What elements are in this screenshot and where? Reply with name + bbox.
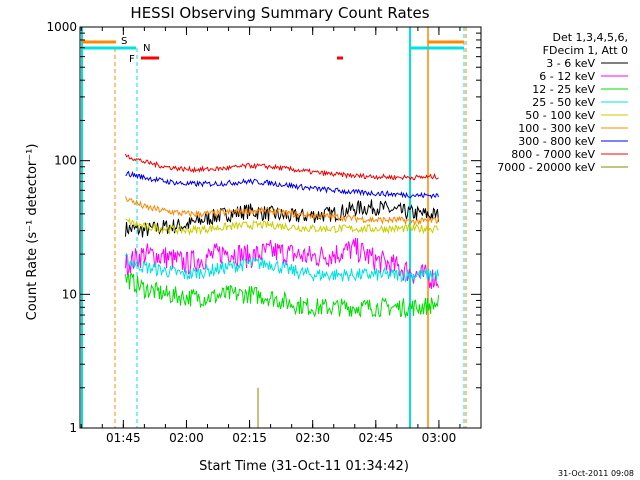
series-line-5: [125, 196, 439, 226]
legend-header-line-1: Det 1,3,4,5,6,: [552, 31, 628, 44]
legend-label-2: 12 - 25 keV: [532, 83, 595, 96]
x-tick-label-5: 03:00: [422, 431, 457, 445]
y-tick-label-2: 100: [54, 154, 77, 168]
orbit-markers: [81, 27, 467, 428]
y-tick-label-0: 1: [69, 421, 77, 435]
legend-header-line-2: FDecim 1, Att 0: [543, 44, 628, 57]
marker-label-s: S: [121, 36, 127, 47]
legend-label-8: 7000 - 20000 keV: [497, 161, 595, 174]
y-tick-label-1: 10: [62, 287, 77, 301]
legend-label-1: 6 - 12 keV: [539, 70, 595, 83]
series-3: [125, 253, 439, 283]
legend-label-5: 100 - 300 keV: [518, 122, 595, 135]
series-1: [125, 237, 439, 289]
series-line-6: [125, 170, 439, 200]
x-tick-label-1: 02:00: [169, 431, 204, 445]
chart-title: HESSI Observing Summary Count Rates: [130, 4, 429, 22]
series-line-4: [125, 217, 439, 237]
x-tick-label-4: 02:45: [359, 431, 394, 445]
y-tick-label-3: 1000: [46, 20, 77, 34]
legend-label-7: 800 - 7000 keV: [511, 148, 595, 161]
series-layer: [125, 153, 439, 429]
marker-label-n: N: [143, 43, 150, 54]
timestamp: 31-Oct-2011 09:08: [558, 469, 634, 478]
series-5: [125, 196, 439, 226]
x-tick-label-3: 02:30: [295, 431, 330, 445]
x-tick-label-2: 02:15: [232, 431, 267, 445]
legend: Det 1,3,4,5,6, FDecim 1, Att 0 3 - 6 keV…: [497, 31, 628, 174]
series-4: [125, 217, 439, 237]
x-tick-label-0: 01:45: [106, 431, 141, 445]
series-7: [125, 153, 439, 181]
series-6: [125, 170, 439, 200]
series-line-1: [125, 237, 439, 289]
legend-label-3: 25 - 50 keV: [532, 96, 595, 109]
y-axis-label: Count Rate (s⁻¹ detector⁻¹): [25, 144, 40, 321]
flag-markers: S NF: [82, 36, 464, 65]
legend-label-6: 300 - 800 keV: [518, 135, 595, 148]
series-line-3: [125, 253, 439, 283]
x-axis-label: Start Time (31-Oct-11 01:34:42): [199, 459, 409, 474]
series-line-2: [125, 272, 439, 319]
plot-frame: [79, 26, 482, 429]
legend-label-4: 50 - 100 keV: [525, 109, 595, 122]
series-line-7: [125, 153, 439, 181]
series-2: [125, 272, 439, 319]
marker-label-f: F: [129, 54, 135, 65]
axes: 1 10 100 1000 01:45 02:00 02:15 02:30 02:45 03:00: [46, 20, 482, 445]
legend-label-0: 3 - 6 keV: [546, 57, 595, 70]
